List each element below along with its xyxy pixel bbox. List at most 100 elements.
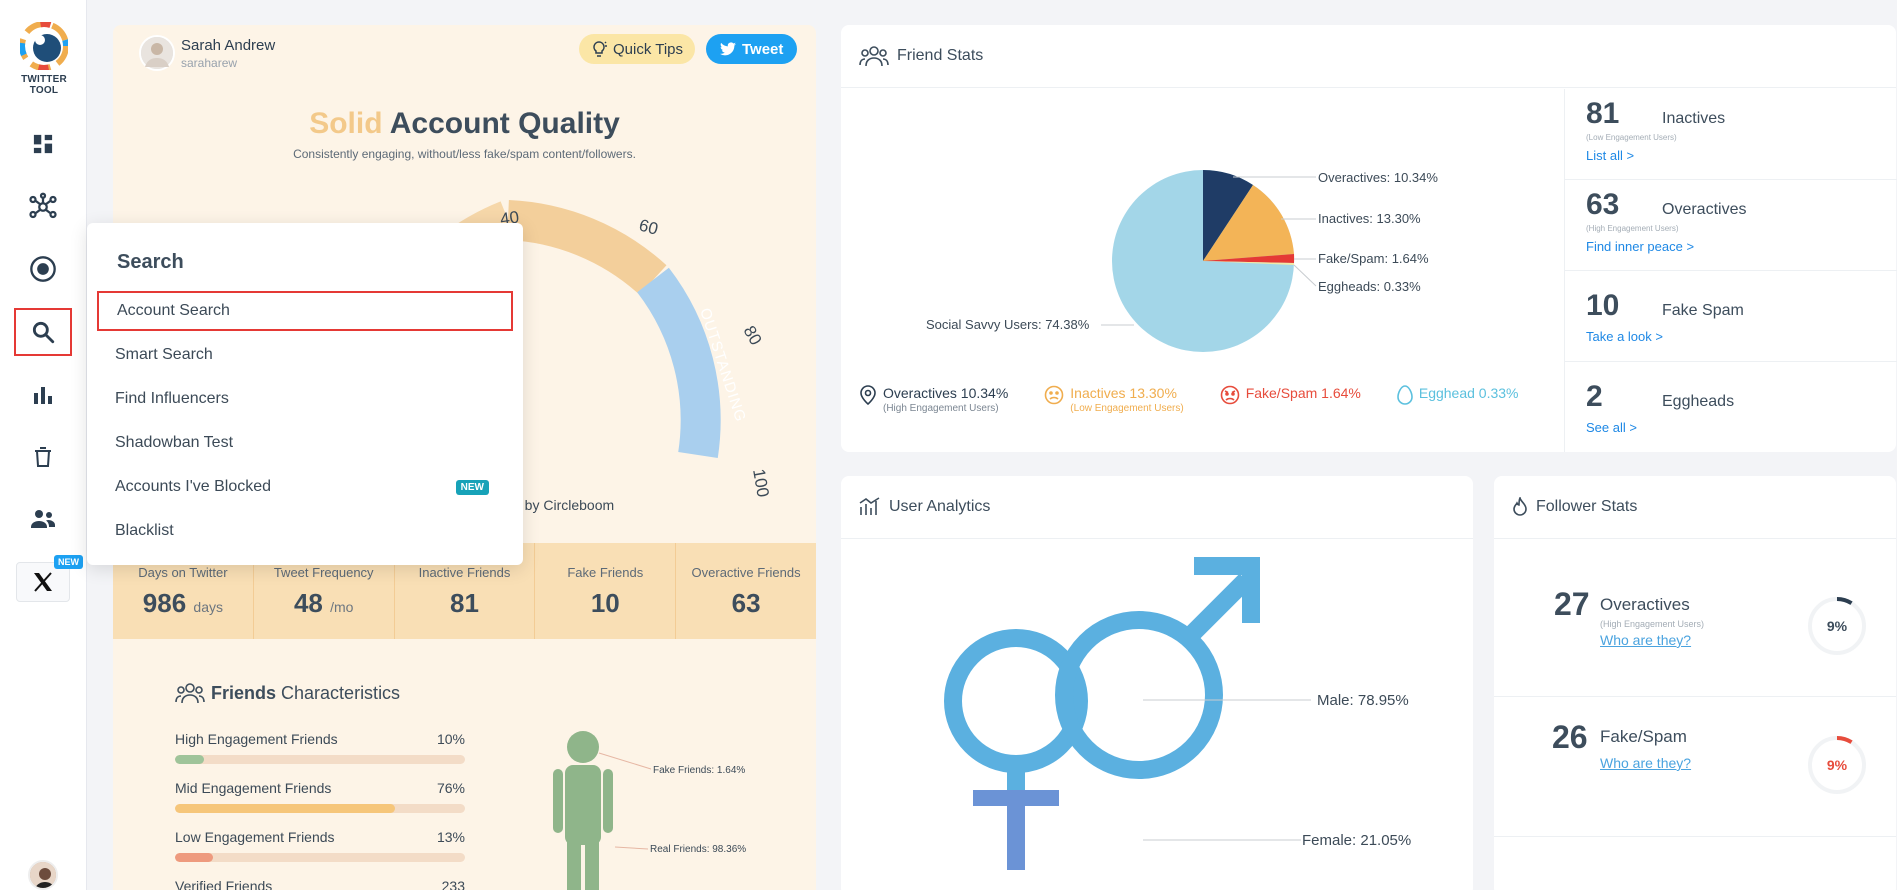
search-menu-title: Search: [117, 251, 184, 273]
friend-stats-pie: Overactives: 10.34% Inactives: 13.30% Fa…: [926, 170, 1438, 352]
legend-inactives: Inactives 13.30% (Low Engagement Users): [1044, 385, 1184, 414]
user-avatar: [139, 35, 175, 71]
female-label: Female: 21.05%: [1302, 832, 1411, 849]
gender-chart: Male: 78.95% Female: 21.05%: [944, 557, 1411, 870]
link-see-all[interactable]: See all >: [1586, 420, 1637, 435]
pie-slice-overactives: [1203, 170, 1253, 261]
sidebar-item-target[interactable]: [14, 245, 72, 293]
quick-tips-button[interactable]: Quick Tips: [579, 34, 696, 64]
network-icon: [29, 192, 57, 219]
gauge-tick-100: 100: [749, 467, 773, 498]
sidebar-item-users[interactable]: [14, 495, 72, 543]
bar-high-engagement: High Engagement Friends 10%: [175, 731, 465, 764]
friend-stats-legend: Overactives 10.34% (High Engagement Users…: [859, 385, 1559, 414]
app-logo[interactable]: TWITTER TOOL: [10, 21, 78, 96]
quality-subtitle: Consistently engaging, without/less fake…: [293, 147, 636, 161]
sidebar-item-network[interactable]: [14, 183, 72, 231]
user-analytics-header: User Analytics: [841, 476, 1473, 539]
ring-fake-spam: 9%: [1808, 736, 1866, 794]
link-who-are-they-overactives[interactable]: Who are they?: [1600, 632, 1692, 648]
bar-mid-engagement: Mid Engagement Friends 76%: [175, 780, 465, 813]
friend-stats-card: Friend Stats Overactives: 10.34% Inactiv…: [841, 25, 1897, 452]
pie-slice-eggheads: [1203, 261, 1295, 265]
menu-item-shadowban-test[interactable]: Shadowban Test: [115, 434, 234, 451]
sidebar-item-analytics[interactable]: [14, 371, 72, 419]
analytics-icon: [859, 497, 880, 515]
sidebar-item-search[interactable]: [14, 308, 72, 356]
search-dropdown-menu: Search Account Search Smart Search Find …: [87, 223, 523, 565]
twitter-bird-icon: [720, 42, 736, 56]
user-name: Sarah Andrew: [181, 36, 276, 54]
legend-egghead: Egghead 0.33%: [1397, 385, 1519, 414]
svg-text:9%: 9%: [1827, 618, 1848, 634]
tweet-label: Tweet: [742, 40, 784, 58]
lightbulb-icon: [593, 41, 607, 57]
side-stat-fake-spam: 10 Fake Spam Take a look >: [1565, 271, 1897, 362]
fake-friends-label: Fake Friends: 1.64%: [653, 765, 745, 776]
real-friends-label: Real Friends: 98.36%: [650, 844, 746, 855]
menu-item-accounts-blocked[interactable]: Accounts I've Blocked NEW: [97, 467, 513, 507]
search-icon: [32, 321, 55, 344]
friends-person-chart: Fake Friends: 1.64% Real Friends: 98.36%: [553, 731, 746, 890]
quality-title: Solid Account Quality: [113, 107, 816, 141]
link-list-all[interactable]: List all >: [1586, 148, 1635, 163]
logo-mark-icon: [19, 21, 69, 71]
pie-label-overactives: Overactives: 10.34%: [1318, 170, 1438, 185]
sidebar-item-x[interactable]: NEW: [16, 555, 83, 602]
menu-item-account-search[interactable]: Account Search: [97, 291, 513, 331]
quality-level: Solid: [309, 107, 383, 140]
link-find-inner-peace[interactable]: Find inner peace >: [1586, 239, 1695, 254]
pie-slice-inactives: [1203, 185, 1294, 261]
link-who-are-they-fake[interactable]: Who are they?: [1600, 755, 1692, 771]
tweet-button[interactable]: Tweet: [706, 34, 798, 64]
user-info[interactable]: Sarah Andrew saraharew: [139, 35, 275, 71]
friends-characteristics-title: Friends Characteristics: [175, 681, 400, 705]
user-handle: saraharew: [181, 55, 238, 70]
legend-overactives: Overactives 10.34% (High Engagement Users…: [859, 385, 1008, 414]
quick-tips-label: Quick Tips: [613, 40, 684, 58]
bar-fill-low: [175, 853, 213, 862]
legend-fake-spam: Fake/Spam 1.64%: [1220, 385, 1361, 414]
powered-by: d by Circleboom: [513, 497, 615, 513]
follower-stat-fake-spam: 26 Fake/Spam Who are they? 9%: [1494, 697, 1896, 837]
location-pin-icon: [860, 385, 876, 405]
target-icon: [30, 256, 56, 282]
dashboard-icon: [32, 133, 54, 155]
side-stat-overactives: 63 Overactives (High Engagement Users) Fi…: [1565, 180, 1897, 271]
friend-stats-side: 81 Inactives (Low Engagement Users) List …: [1564, 89, 1897, 452]
avatar[interactable]: [28, 860, 58, 890]
link-take-a-look[interactable]: Take a look >: [1586, 329, 1663, 344]
stat-tweet-frequency: Tweet Frequency 48 /mo: [254, 543, 395, 639]
egg-icon: [1397, 385, 1413, 405]
pie-slice-fake: [1203, 254, 1295, 263]
gauge-tick-60: 60: [637, 216, 660, 239]
side-stat-eggheads: 2 Eggheads See all >: [1565, 362, 1897, 452]
stat-overactive-friends: Overactive Friends 63: [691, 565, 801, 618]
flame-icon: [1513, 497, 1527, 516]
menu-item-blacklist[interactable]: Blacklist: [115, 522, 174, 539]
sidebar: TWITTER TOOL NEW: [0, 0, 87, 890]
friend-stats-header: Friend Stats: [841, 25, 1896, 88]
user-analytics-card: User Analytics Male: 78.95% Female: 21.0…: [841, 476, 1473, 890]
sidebar-item-dashboard[interactable]: [14, 120, 72, 168]
svg-text:9%: 9%: [1827, 757, 1848, 773]
users-icon: [31, 510, 55, 528]
sad-face-icon: [1044, 385, 1064, 405]
bar-chart-icon: [34, 387, 52, 404]
menu-item-smart-search[interactable]: Smart Search: [115, 346, 213, 363]
menu-item-find-influencers[interactable]: Find Influencers: [115, 390, 229, 407]
bar-fill-high: [175, 755, 204, 764]
stat-days: Days on Twitter 986 days: [113, 543, 254, 639]
x-logo-icon: [34, 572, 52, 592]
angry-face-icon: [1220, 385, 1239, 405]
friends-icon: [859, 46, 889, 67]
male-label: Male: 78.95%: [1317, 692, 1409, 709]
pie-label-savvy: Social Savvy Users: 74.38%: [926, 317, 1090, 332]
sidebar-item-delete[interactable]: [14, 433, 72, 481]
friends-icon: [175, 683, 205, 704]
pie-label-eggheads: Eggheads: 0.33%: [1318, 279, 1421, 294]
gauge-tick-80: 80: [740, 323, 766, 349]
quality-title-text: Account Quality: [389, 107, 620, 140]
follower-stats-header: Follower Stats: [1494, 476, 1896, 539]
bar-low-engagement: Low Engagement Friends 13%: [175, 829, 465, 862]
